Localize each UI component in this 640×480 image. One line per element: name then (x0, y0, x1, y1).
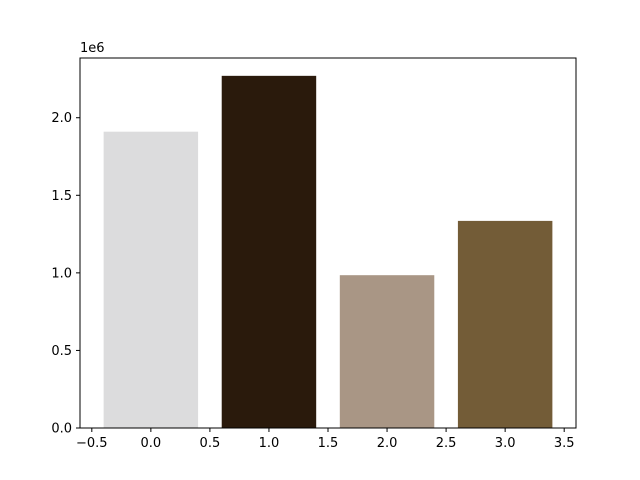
x-axis: −0.5 0.0 0.5 1.0 1.5 2.0 2.5 3.0 3.5 (76, 428, 575, 451)
x-tick-label: 0.5 (200, 436, 221, 451)
y-tick-label: 0.5 (51, 344, 72, 359)
x-tick-label: 3.0 (495, 436, 516, 451)
y-tick-label: 0.0 (51, 422, 72, 437)
x-tick-label: 0.0 (141, 436, 162, 451)
bar-3 (457, 220, 553, 428)
y-tick-label: 2.0 (51, 111, 72, 126)
x-tick-label: 2.5 (436, 436, 457, 451)
x-tick-label: 2.0 (377, 436, 398, 451)
bar-0 (103, 131, 199, 428)
y-tick-label: 1.5 (51, 189, 72, 204)
x-tick-label: 1.0 (259, 436, 280, 451)
bar-1 (221, 75, 317, 428)
x-tick-label: 1.5 (318, 436, 339, 451)
bars-group (103, 75, 553, 428)
x-tick-label: 3.5 (554, 436, 575, 451)
bar-2 (339, 275, 435, 428)
y-axis: 0.0 0.5 1.0 1.5 2.0 (51, 111, 80, 437)
y-tick-label: 1.0 (51, 266, 72, 281)
x-tick-label: −0.5 (76, 436, 108, 451)
y-axis-offset-label: 1e6 (80, 41, 105, 56)
